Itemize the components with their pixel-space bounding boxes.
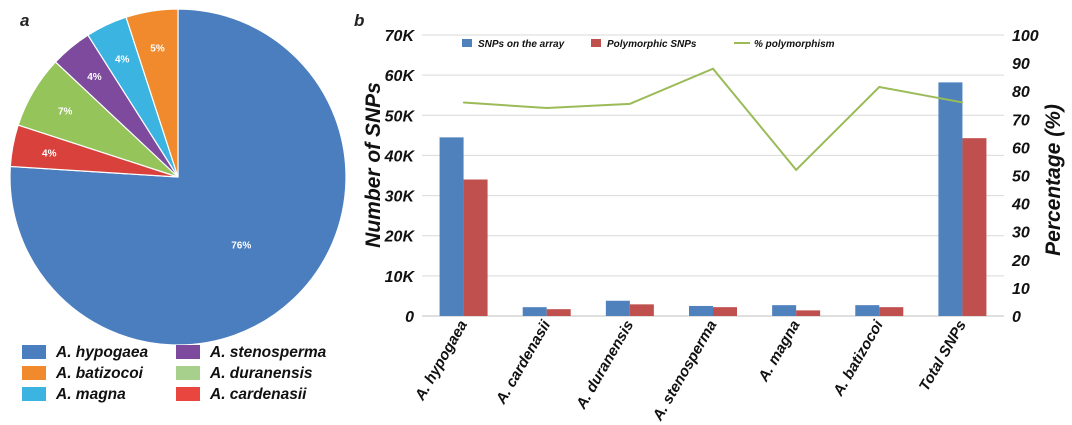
category-label-a-magna: A. magna	[755, 318, 804, 386]
y-tick-label: 0	[405, 309, 414, 326]
pie-slice-a-hypogaea	[9, 8, 347, 346]
bar-snps-on-the-array-total-snps	[938, 82, 963, 317]
category-label-a-stenosperma: A. stenosperma	[649, 318, 720, 425]
y-tick-label: 40K	[384, 148, 416, 165]
y2-tick-label: 80	[1012, 84, 1030, 101]
line-polymorphism	[463, 67, 963, 172]
grid-lines	[422, 34, 1004, 317]
bar-polymorphic-snps-a-cardenasii	[546, 309, 571, 316]
bar-legend-label-snps-on-the-array: SNPs on the array	[478, 39, 565, 50]
y-tick-label: 50K	[385, 108, 416, 125]
legend-label-a-stenosperma: A. stenosperma	[209, 344, 327, 361]
bar-legend-label-polymorphism: % polymorphism	[754, 39, 835, 50]
y-tick-label: 20K	[384, 229, 416, 246]
y2-tick-label: 40	[1011, 197, 1030, 214]
bars	[439, 82, 987, 317]
y2-tick-label: 0	[1012, 309, 1021, 326]
y-tick-label: 70K	[385, 28, 416, 45]
y-tick-label: 10K	[385, 269, 416, 286]
line-point-total-snps	[961, 101, 964, 104]
legend-label-a-batizocoi: A. batizocoi	[55, 365, 144, 382]
bar-legend-swatch-snps-on-the-array	[462, 39, 472, 47]
line-point-a-stenosperma	[712, 67, 714, 70]
y2-axis-title: Percentage (%)	[1042, 104, 1065, 256]
bar-legend-label-polymorphic-snps: Polymorphic SNPs	[607, 39, 697, 50]
bar-snps-on-the-array-a-batizocoi	[855, 305, 880, 316]
pie-chart: 76% 4% 7% 4% 4% 5%	[9, 8, 347, 346]
y2-tick-label: 70	[1012, 112, 1030, 129]
panel-b-label: b	[354, 11, 364, 30]
bar-polymorphic-snps-a-stenosperma	[713, 307, 737, 316]
legend-label-a-magna: A. magna	[55, 386, 126, 403]
legend-swatch-a-magna	[22, 387, 46, 401]
category-label-a-hypogaea: A. hypogaea	[411, 317, 471, 404]
y-tick-label: 60K	[385, 68, 416, 85]
legend-swatch-a-duranensis	[176, 366, 200, 380]
category-label-total-snps: Total SNPs	[916, 318, 970, 395]
bar-snps-on-the-array-a-magna	[772, 305, 797, 316]
line-point-a-batizocoi	[878, 86, 881, 88]
y2-tick-label: 100	[1012, 28, 1039, 45]
bar-legend-swatch-polymorphic-snps	[591, 39, 601, 47]
legend-swatch-a-hypogaea	[22, 345, 46, 359]
panel-a-label: a	[20, 11, 29, 30]
bar-polymorphic-snps-a-batizocoi	[879, 307, 904, 316]
legend-label-a-hypogaea: A. hypogaea	[55, 344, 149, 361]
category-labels: A. hypogaea A. cardenasii A. duranensis A. …	[411, 317, 970, 425]
bar-polymorphic-snps-total-snps	[962, 138, 987, 316]
y-tick-label: 30K	[385, 189, 416, 206]
bar-legend: SNPs on the array Polymorphic SNPs % polym…	[462, 39, 835, 50]
legend-label-a-duranensis: A. duranensis	[209, 365, 313, 382]
line-point-a-duranensis	[629, 103, 631, 105]
pie-label-a-stenosperma: 4%	[87, 72, 102, 83]
pie-label-a-hypogaea: 76%	[231, 240, 251, 251]
category-label-a-cardenasii: A. cardenasii	[492, 317, 554, 408]
category-label-a-duranensis: A. duranensis	[572, 318, 637, 413]
legend-swatch-a-cardenasii	[176, 387, 200, 401]
line-point-a-hypogaea	[462, 101, 465, 104]
line-point-a-cardenasii	[545, 107, 548, 109]
polymorphism-line	[462, 67, 964, 172]
y-axis-ticks: 0 10K 20K 30K 40K 50K 60K 70K	[384, 28, 416, 326]
pie-label-a-duranensis: 7%	[58, 106, 73, 117]
legend-swatch-a-stenosperma	[176, 345, 200, 359]
pie-label-a-cardenasii: 4%	[42, 148, 57, 159]
bar-snps-on-the-array-a-cardenasii	[522, 307, 547, 316]
bar-polymorphic-snps-a-magna	[796, 310, 821, 316]
legend-swatch-a-batizocoi	[22, 366, 46, 380]
line-point-a-magna	[795, 169, 797, 171]
y2-tick-label: 10	[1012, 281, 1030, 298]
pie-slice-a-batizocoi	[125, 8, 179, 178]
bar-snps-on-the-array-a-duranensis	[605, 300, 630, 316]
category-label-a-batizocoi: A. batizocoi	[829, 317, 887, 400]
y2-tick-label: 60	[1012, 140, 1030, 157]
pie-legend: A. hypogaea A. stenosperma A. batizocoi A. …	[22, 344, 327, 403]
y2-tick-label: 30	[1012, 225, 1030, 242]
y2-tick-label: 20	[1011, 253, 1030, 270]
pie-label-a-magna: 4%	[115, 54, 130, 65]
legend-label-a-cardenasii: A. cardenasii	[209, 386, 307, 403]
bar-chart: 0 10K 20K 30K 40K 50K 60K 70K 0 10 20 30 40 50 60 70 80…	[362, 28, 1065, 424]
bar-snps-on-the-array-a-stenosperma	[689, 305, 713, 316]
pie-label-a-batizocoi: 5%	[150, 44, 165, 55]
bar-polymorphic-snps-a-hypogaea	[463, 179, 488, 316]
y-axis-title: Number of SNPs	[362, 82, 385, 248]
bar-snps-on-the-array-a-hypogaea	[439, 137, 464, 316]
bar-polymorphic-snps-a-duranensis	[629, 304, 654, 316]
y2-tick-label: 50	[1012, 169, 1030, 186]
y2-tick-label: 90	[1012, 56, 1030, 73]
y2-axis-ticks: 0 10 20 30 40 50 60 70 80 90 100	[1011, 28, 1039, 326]
